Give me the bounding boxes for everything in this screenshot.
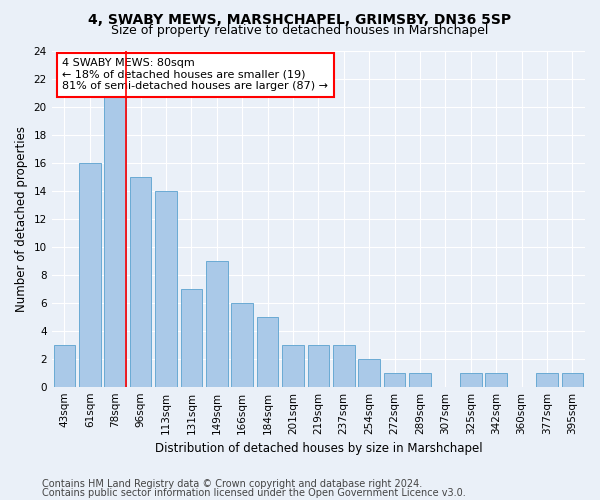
Text: Contains HM Land Registry data © Crown copyright and database right 2024.: Contains HM Land Registry data © Crown c… xyxy=(42,479,422,489)
Bar xyxy=(333,345,355,387)
Bar xyxy=(485,372,507,386)
Bar xyxy=(536,372,557,386)
Text: Size of property relative to detached houses in Marshchapel: Size of property relative to detached ho… xyxy=(112,24,488,37)
Bar xyxy=(384,372,406,386)
Bar xyxy=(155,191,177,386)
Text: 4 SWABY MEWS: 80sqm
← 18% of detached houses are smaller (19)
81% of semi-detach: 4 SWABY MEWS: 80sqm ← 18% of detached ho… xyxy=(62,58,328,92)
Bar xyxy=(206,261,227,386)
Bar xyxy=(460,372,482,386)
Bar xyxy=(358,358,380,386)
Bar xyxy=(181,289,202,386)
Text: Contains public sector information licensed under the Open Government Licence v3: Contains public sector information licen… xyxy=(42,488,466,498)
Bar xyxy=(79,163,101,386)
Bar xyxy=(562,372,583,386)
Bar xyxy=(282,345,304,387)
Bar xyxy=(257,317,278,386)
Bar xyxy=(130,177,151,386)
X-axis label: Distribution of detached houses by size in Marshchapel: Distribution of detached houses by size … xyxy=(155,442,482,455)
Y-axis label: Number of detached properties: Number of detached properties xyxy=(15,126,28,312)
Bar xyxy=(104,94,126,387)
Bar xyxy=(232,303,253,386)
Bar xyxy=(308,345,329,387)
Bar xyxy=(409,372,431,386)
Text: 4, SWABY MEWS, MARSHCHAPEL, GRIMSBY, DN36 5SP: 4, SWABY MEWS, MARSHCHAPEL, GRIMSBY, DN3… xyxy=(88,12,512,26)
Bar xyxy=(53,345,75,387)
